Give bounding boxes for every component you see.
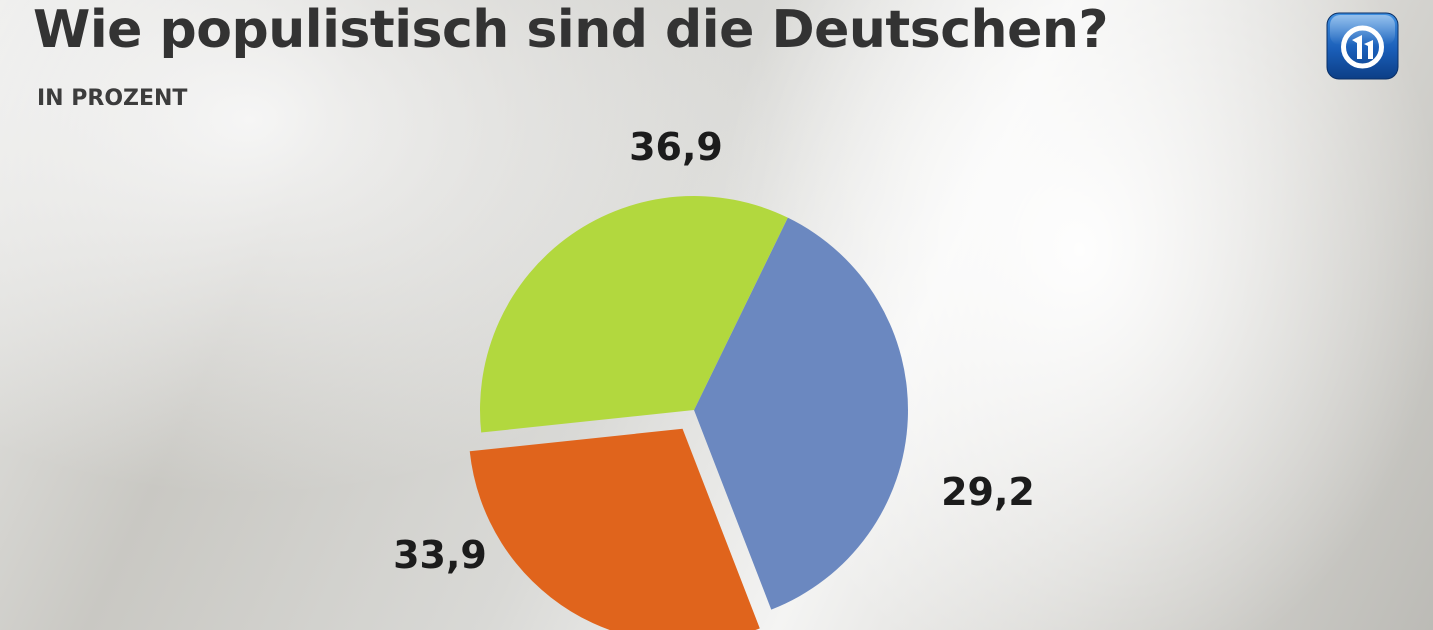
pie-slice-label: 33,9	[393, 533, 487, 577]
chart-title: Wie populistisch sind die Deutschen?	[33, 0, 1109, 60]
pie-slice-label: 29,2	[941, 470, 1035, 514]
chart-subtitle: IN PROZENT	[37, 86, 188, 111]
pie-slice-label: 36,9	[629, 125, 723, 169]
pie-slice	[469, 428, 760, 630]
pie-slices	[469, 196, 908, 630]
pie-slice	[694, 217, 908, 610]
pie-labels: 36,9 29,2 33,9	[393, 125, 1035, 577]
pie-slice	[480, 196, 788, 433]
ard-logo-icon	[1326, 12, 1399, 80]
